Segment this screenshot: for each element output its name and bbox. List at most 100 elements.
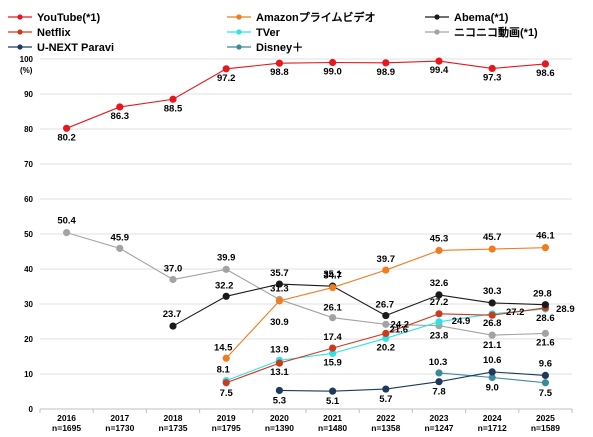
data-label: 99.4 xyxy=(430,65,449,76)
legend-marker xyxy=(17,14,23,20)
data-label: 5.7 xyxy=(379,394,392,405)
legend-label: Netflix xyxy=(37,27,72,39)
x-sample-size-label: n=1730 xyxy=(105,423,134,433)
data-label: 34.7 xyxy=(323,271,342,282)
x-sample-size-label: n=1795 xyxy=(212,423,241,433)
data-point xyxy=(435,318,443,326)
data-label: 28.6 xyxy=(536,313,555,324)
x-tick-label: 2020 xyxy=(270,413,289,423)
legend-label: Disney＋ xyxy=(256,42,303,54)
data-point xyxy=(329,283,337,292)
data-label: 80.2 xyxy=(57,132,76,143)
y-tick-label: 90 xyxy=(24,90,33,99)
data-label: 9.6 xyxy=(539,358,552,369)
legend-marker xyxy=(17,44,23,50)
data-label: 28.9 xyxy=(556,304,575,315)
data-point xyxy=(329,349,337,357)
series-line xyxy=(66,60,546,129)
x-tick-label: 2022 xyxy=(376,413,395,423)
x-sample-size-label: n=1712 xyxy=(478,423,507,433)
legend-label: YouTube(*1) xyxy=(37,12,100,24)
data-label: 20.2 xyxy=(377,342,396,353)
data-label: 45.9 xyxy=(111,232,130,243)
x-tick-label: 2016 xyxy=(57,413,76,423)
data-point xyxy=(488,245,496,253)
data-label: 35.7 xyxy=(270,268,289,279)
data-point xyxy=(435,369,443,377)
data-label: 98.9 xyxy=(377,67,396,78)
data-label: 10.6 xyxy=(483,355,502,366)
data-label: 7.8 xyxy=(432,387,445,398)
legend-marker xyxy=(434,14,440,20)
legend-entry-4: TVer xyxy=(227,27,281,39)
series-line xyxy=(279,371,546,392)
data-label: 14.5 xyxy=(214,342,233,353)
data-label: 98.6 xyxy=(536,68,555,79)
data-label: 26.7 xyxy=(376,300,395,311)
data-label: 86.3 xyxy=(111,111,130,122)
data-label: 26.1 xyxy=(323,303,342,314)
x-tick-label: 2023 xyxy=(430,413,449,423)
data-label: 8.1 xyxy=(217,365,231,376)
legend-entry-5: ニコニコ動画(*1) xyxy=(425,25,538,39)
data-point xyxy=(275,280,283,288)
data-label: 13.1 xyxy=(270,367,289,378)
y-tick-label: 80 xyxy=(24,125,33,134)
data-point xyxy=(488,373,496,382)
data-point xyxy=(541,244,550,252)
data-label: 97.2 xyxy=(217,73,236,84)
data-label: 39.7 xyxy=(377,254,396,265)
data-label: 27.2 xyxy=(506,307,525,318)
series-2 xyxy=(169,280,550,330)
legend-label: ニコニコ動画(*1) xyxy=(454,25,538,39)
series-group xyxy=(63,57,550,395)
data-point xyxy=(382,59,390,67)
series-line xyxy=(66,232,546,336)
series-7 xyxy=(435,369,550,387)
x-tick-label: 2019 xyxy=(217,413,236,423)
data-label: 35.1 xyxy=(323,269,342,280)
x-tick-label: 2018 xyxy=(164,413,183,423)
data-label: 30.3 xyxy=(483,286,502,297)
legend-label: U-NEXT Paravi xyxy=(37,42,114,54)
data-label: 24.9 xyxy=(452,316,471,327)
data-point xyxy=(435,378,443,386)
legend-label: Abema(*1) xyxy=(454,12,509,24)
legend: YouTube(*1) Amazonプライムビデオ Abema(*1) Netflix… xyxy=(8,10,538,54)
data-label: 98.8 xyxy=(270,67,289,78)
data-label: 39.9 xyxy=(217,252,236,263)
data-point xyxy=(382,320,390,328)
legend-marker xyxy=(434,29,440,35)
data-point xyxy=(116,103,124,111)
data-point xyxy=(275,297,283,305)
data-label: 37.0 xyxy=(164,264,183,275)
data-point xyxy=(116,244,124,252)
legend-entry-0: YouTube(*1) xyxy=(8,12,100,24)
legend-entry-2: Abema(*1) xyxy=(425,12,509,24)
y-tick-label: 10 xyxy=(24,370,33,379)
x-sample-size-label: n=1358 xyxy=(371,423,400,433)
data-label: 7.5 xyxy=(539,388,553,399)
data-label: 30.9 xyxy=(270,317,289,328)
data-labels: 80.2 86.3 88.5 97.2 98.8 99.0 98.9 99.4 97.3 98.6… xyxy=(57,65,574,407)
legend-marker xyxy=(236,44,242,50)
data-point xyxy=(541,379,550,387)
data-point xyxy=(275,386,283,395)
data-label: 5.3 xyxy=(273,395,286,406)
data-label: 88.5 xyxy=(164,103,183,114)
data-point xyxy=(435,57,443,65)
x-tick-label: 2024 xyxy=(483,413,502,423)
data-point xyxy=(541,301,550,309)
y-tick-label: 20 xyxy=(24,335,33,344)
data-point xyxy=(329,344,337,352)
legend-marker xyxy=(236,29,242,35)
data-label: 7.5 xyxy=(220,388,234,399)
data-point xyxy=(541,60,550,68)
data-label: 50.4 xyxy=(57,216,76,227)
data-point xyxy=(63,229,71,237)
legend-marker xyxy=(236,14,242,20)
data-label: 45.7 xyxy=(483,232,502,243)
data-point xyxy=(222,354,230,362)
